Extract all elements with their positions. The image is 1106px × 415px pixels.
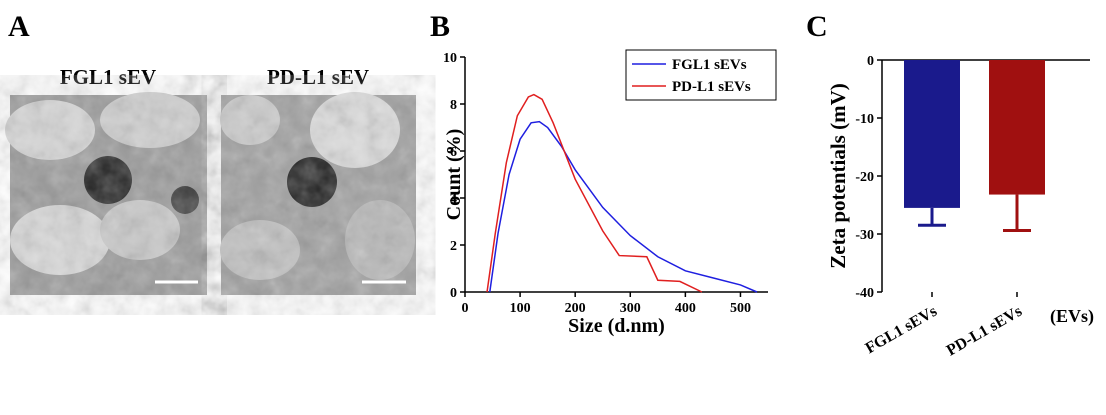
y-tick-label: 0 <box>867 54 874 69</box>
error-bar <box>918 207 946 227</box>
panel-label: B <box>430 10 450 43</box>
line <box>486 93 703 293</box>
image-title: FGL1 sEV <box>60 65 156 89</box>
y-axis-label: Count (%) <box>443 129 465 221</box>
y-tick-label: 6 <box>450 145 457 160</box>
x-tick-label: PD-L1 sEVs <box>944 303 1025 360</box>
y-tick-label: -10 <box>855 112 874 127</box>
x-tick-label: 300 <box>620 301 641 316</box>
x-axis-label: (EVs) <box>1050 306 1094 327</box>
y-tick-label: 0 <box>450 286 457 301</box>
x-tick-label: 200 <box>565 301 586 316</box>
y-tick-label: -30 <box>855 228 874 243</box>
y-tick-label: 2 <box>450 239 457 254</box>
image-title: PD-L1 sEV <box>267 65 369 89</box>
x-axis-label: Size (d.nm) <box>568 315 665 337</box>
panel-label: C <box>806 10 828 43</box>
micrograph <box>220 92 416 295</box>
y-tick-label: 4 <box>450 192 457 207</box>
y-tick-label: 10 <box>443 51 457 66</box>
x-tick-label: 100 <box>510 301 531 316</box>
panel-label: A <box>8 10 30 43</box>
x-tick-label: 400 <box>675 301 696 316</box>
x-tick-label: 500 <box>730 301 751 316</box>
legend-label: FGL1 sEVs <box>672 57 747 73</box>
x-tick-label: FGL1 sEVs <box>863 303 940 358</box>
y-tick-label: -20 <box>855 170 874 185</box>
y-axis-label: Zeta potentials (mV) <box>826 83 850 268</box>
bar <box>989 60 1045 195</box>
legend-box <box>625 49 777 101</box>
micrograph <box>5 92 207 295</box>
bar <box>904 60 960 208</box>
error-bar <box>1003 194 1031 233</box>
legend-label: PD-L1 sEVs <box>672 79 751 95</box>
y-tick-label: 8 <box>450 98 457 113</box>
y-tick-label: -40 <box>855 286 874 301</box>
x-tick-label: 0 <box>462 301 469 316</box>
line <box>489 120 758 293</box>
